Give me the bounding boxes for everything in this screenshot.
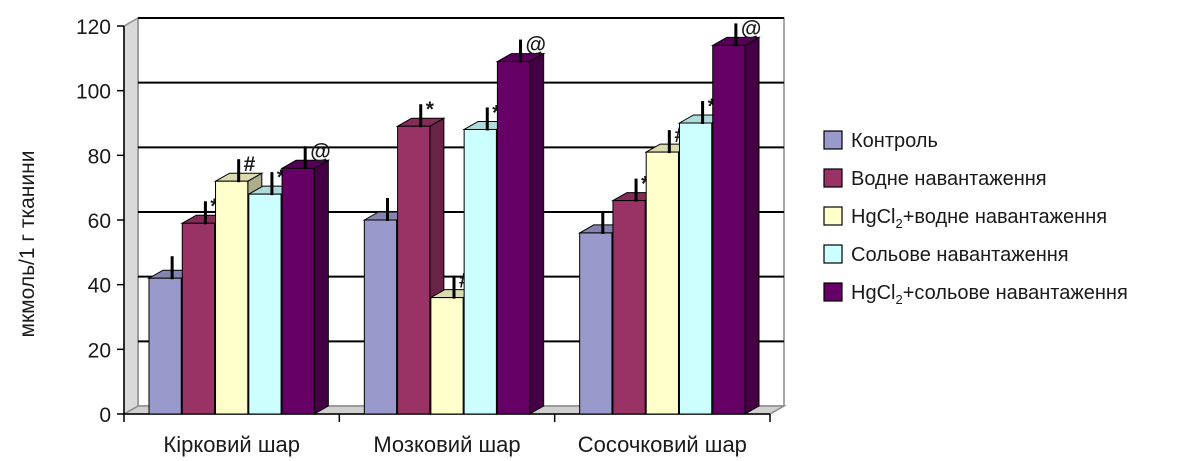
significance-marker: *: [492, 101, 501, 124]
legend-label: Водне навантаження: [851, 168, 1047, 190]
legend-item: Сольове навантаження: [823, 244, 1069, 266]
y-tick-labels: 0 20 40 60 80 100 120: [76, 16, 111, 427]
legend-item: Контроль: [823, 130, 938, 152]
y-tick-label: 120: [76, 16, 111, 39]
y-axis-label: мкмоль/1 г тканини: [16, 151, 39, 338]
category-labels: Кірковий шар Мозковий шар Сосочковий шар: [163, 432, 747, 457]
category-label: Сосочковий шар: [578, 432, 747, 457]
legend-label: Сольове навантаження: [851, 244, 1069, 266]
y-tick-label: 20: [88, 339, 111, 362]
legend-label: HgCl2+сольове навантаження: [851, 282, 1128, 307]
legend-item: Водне навантаження: [823, 168, 1047, 190]
category-label: Кірковий шар: [163, 432, 300, 457]
legend-swatch: [823, 282, 843, 302]
significance-marker: *: [708, 95, 717, 118]
bar: @: [495, 34, 546, 415]
bar: @: [710, 17, 761, 415]
significance-marker: @: [526, 34, 546, 57]
legend-item: HgCl2+сольове навантаження: [823, 282, 1128, 307]
legend-swatch: [823, 244, 843, 264]
legend-swatch: [823, 168, 843, 188]
y-tick-label: 100: [76, 81, 111, 104]
y-tick-label: 60: [88, 210, 111, 233]
significance-marker: *: [210, 195, 219, 218]
significance-marker: @: [310, 140, 330, 163]
legend-item: HgCl2+водне навантаження: [823, 206, 1107, 231]
significance-marker: *: [277, 166, 286, 189]
significance-marker: *: [641, 173, 650, 196]
legend-label: HgCl2+водне навантаження: [851, 206, 1107, 231]
legend: Контроль Водне навантаження HgCl2+водне на…: [823, 130, 1128, 307]
legend-swatch: [823, 206, 843, 226]
y-tick-label: 0: [99, 404, 111, 427]
y-tick-label: 40: [88, 275, 111, 298]
category-label: Мозковий шар: [373, 432, 520, 457]
side-wall: [123, 16, 139, 416]
bar: @: [280, 140, 331, 415]
significance-marker: @: [741, 17, 761, 40]
legend-swatch: [823, 130, 843, 150]
bars: *#*@*#*@*#*@: [147, 17, 761, 415]
y-tick-label: 80: [88, 145, 111, 168]
significance-marker: *: [426, 98, 435, 121]
significance-marker: #: [244, 153, 256, 176]
legend-label: Контроль: [851, 130, 938, 152]
